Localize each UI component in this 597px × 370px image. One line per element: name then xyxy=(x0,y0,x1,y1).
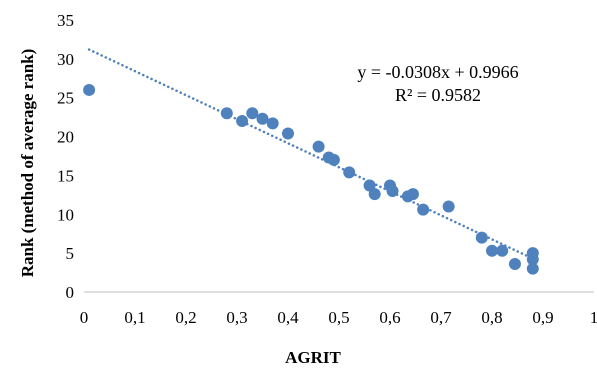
x-tick-label: 1 xyxy=(590,308,597,327)
data-point xyxy=(386,184,399,197)
x-tick-label: 0 xyxy=(80,308,89,327)
data-point xyxy=(526,253,539,266)
x-tick-label: 0,7 xyxy=(430,308,452,327)
data-point xyxy=(417,203,430,216)
data-point xyxy=(236,115,249,128)
data-point xyxy=(486,244,498,257)
data-point xyxy=(508,258,521,271)
data-point xyxy=(246,107,259,120)
data-point xyxy=(327,153,340,166)
data-point xyxy=(442,200,455,213)
data-point xyxy=(406,188,419,201)
y-tick-labels: 0 5 10 15 20 25 30 35 xyxy=(57,11,74,302)
data-point xyxy=(312,140,325,153)
data-point xyxy=(526,262,539,275)
data-point xyxy=(83,83,96,96)
x-axis-title: AGRIT xyxy=(285,348,341,367)
x-axis: 0 0,1 0,2 0,3 0,4 0,5 0,6 0,7 0,8 0,9 1 xyxy=(80,291,597,327)
data-point xyxy=(496,244,509,257)
trendline-r-squared: R² = 0.9582 xyxy=(395,85,481,105)
y-tick-label: 20 xyxy=(57,128,74,147)
y-tick-label: 15 xyxy=(57,166,74,185)
y-tick-label: 30 xyxy=(57,50,74,69)
y-tick-label: 25 xyxy=(57,89,74,108)
x-tick-label: 0,6 xyxy=(379,308,400,327)
x-tick-label: 0,8 xyxy=(481,308,502,327)
x-tick-label: 0,3 xyxy=(226,308,247,327)
data-point xyxy=(220,107,233,120)
y-tick-label: 0 xyxy=(66,283,75,302)
data-point xyxy=(266,117,279,130)
x-tick-label: 0,2 xyxy=(175,308,196,327)
y-tick-label: 10 xyxy=(57,205,74,224)
data-point xyxy=(475,231,488,244)
trendline-equation: y = -0.0308x + 0.9966 xyxy=(357,62,518,82)
data-points xyxy=(83,83,539,275)
x-tick-label: 0,1 xyxy=(124,308,145,327)
x-tick-label: 0,9 xyxy=(532,308,553,327)
y-axis-title: Rank (method of average rank) xyxy=(18,49,37,278)
data-point xyxy=(282,127,294,140)
data-point xyxy=(368,188,381,201)
x-tick-labels: 0 0,1 0,2 0,3 0,4 0,5 0,6 0,7 0,8 0,9 1 xyxy=(80,308,597,327)
y-tick-label: 35 xyxy=(57,11,74,30)
trendline xyxy=(87,48,535,260)
data-point xyxy=(343,166,356,179)
data-point xyxy=(256,112,269,125)
x-tick-label: 0,4 xyxy=(277,308,299,327)
y-tick-label: 5 xyxy=(66,244,75,263)
x-tick-label: 0,5 xyxy=(328,308,349,327)
